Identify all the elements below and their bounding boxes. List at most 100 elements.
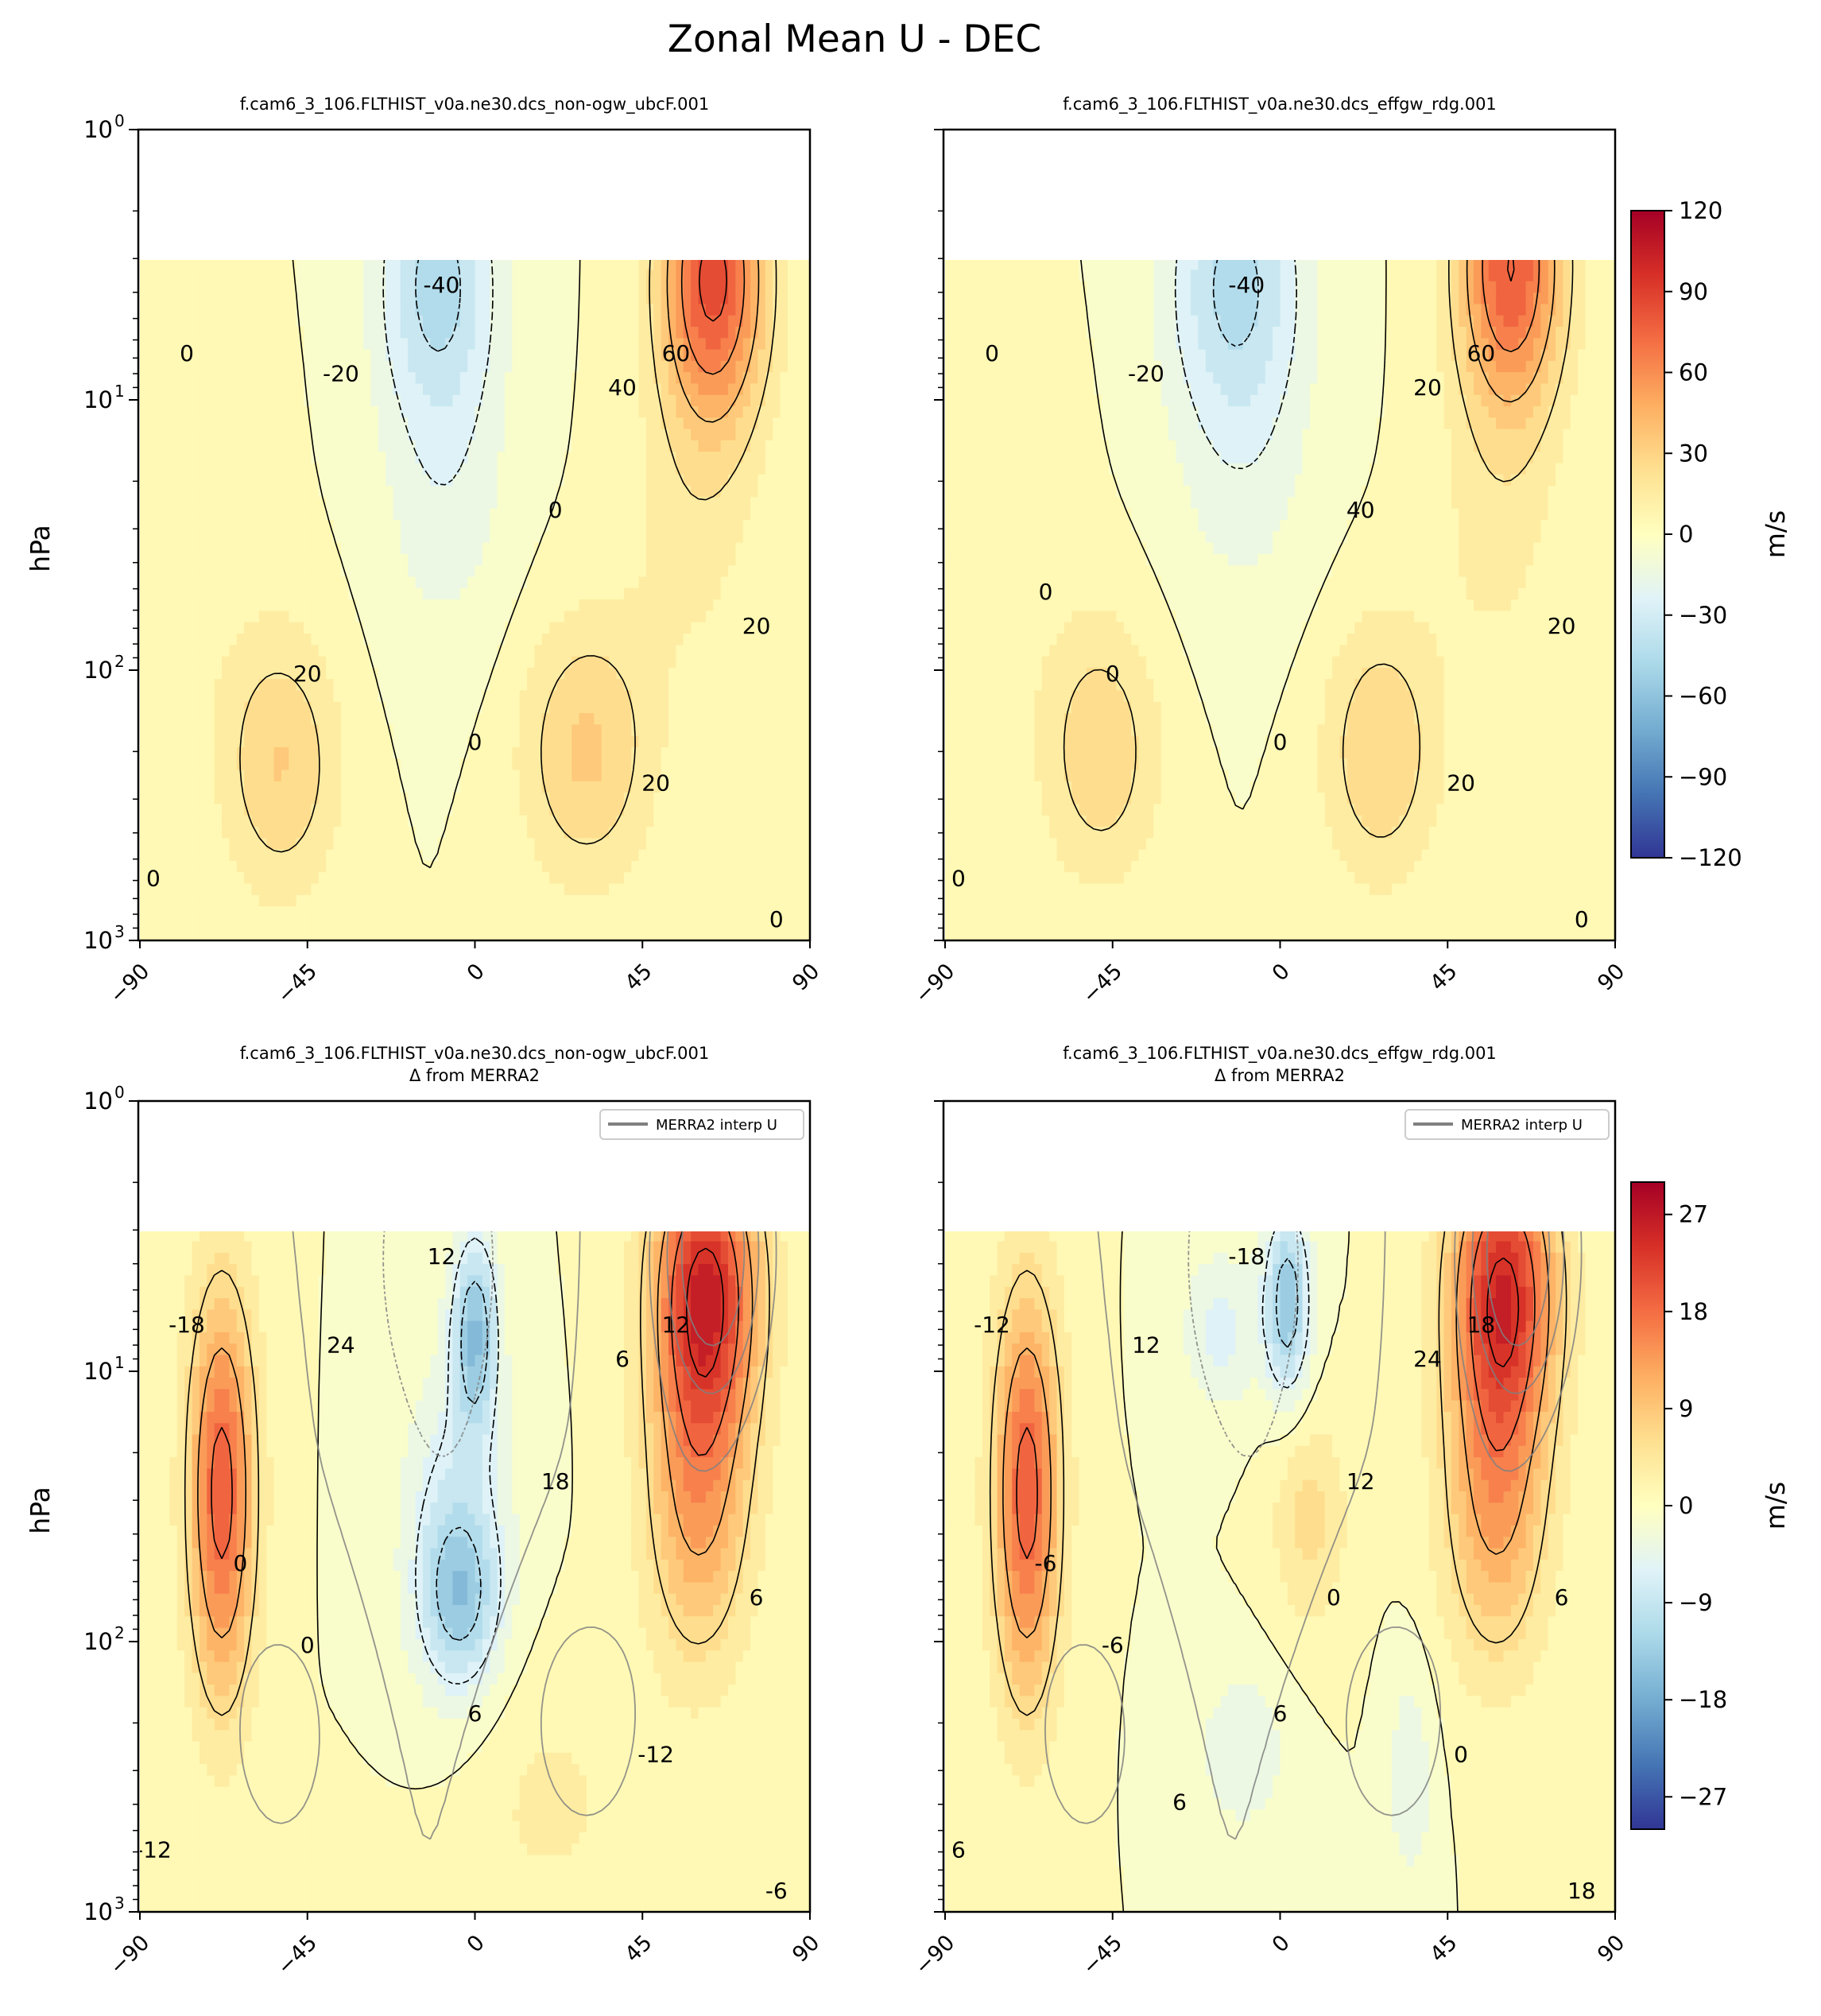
field-cell xyxy=(594,758,602,771)
field-cell xyxy=(162,497,171,510)
field-cell xyxy=(683,497,692,510)
field-cell xyxy=(430,269,439,282)
field-cell xyxy=(780,417,788,430)
field-cell xyxy=(184,327,193,339)
field-cell xyxy=(645,679,655,692)
field-cell xyxy=(780,804,788,816)
field-cell xyxy=(333,474,342,487)
field-cell xyxy=(281,372,290,385)
field-cell xyxy=(609,281,618,293)
field-cell xyxy=(735,542,744,555)
field-cell xyxy=(192,542,200,555)
field-cell xyxy=(504,281,513,293)
field-cell xyxy=(742,838,751,851)
field-cell xyxy=(683,679,692,692)
field-cell xyxy=(229,497,238,510)
field-cell xyxy=(408,634,417,646)
field-cell xyxy=(541,599,550,612)
field-cell xyxy=(184,463,193,475)
field-cell xyxy=(258,746,268,760)
field-cell xyxy=(691,269,699,282)
field-cell xyxy=(355,656,364,669)
field-cell xyxy=(222,849,231,862)
field-cell xyxy=(363,497,372,510)
field-cell xyxy=(750,428,759,441)
field-cell xyxy=(251,690,260,703)
field-cell xyxy=(475,565,483,578)
field-cell xyxy=(266,474,275,487)
field-cell xyxy=(661,793,669,805)
field-cell xyxy=(705,553,715,567)
field-cell xyxy=(601,701,610,714)
field-cell xyxy=(482,735,491,748)
field-cell xyxy=(720,838,729,851)
field-cell xyxy=(742,542,751,555)
field-cell xyxy=(258,724,268,737)
field-cell xyxy=(393,746,401,760)
field-cell xyxy=(452,531,461,544)
field-cell xyxy=(579,452,587,464)
field-cell xyxy=(244,872,253,885)
field-cell xyxy=(184,883,193,896)
field-cell xyxy=(445,746,454,760)
field-cell xyxy=(452,440,461,453)
field-cell xyxy=(534,781,543,793)
field-cell xyxy=(326,634,335,646)
field-cell xyxy=(445,793,454,805)
field-cell xyxy=(683,690,692,703)
field-cell xyxy=(727,394,737,407)
field-cell xyxy=(720,269,729,282)
field-cell xyxy=(326,508,335,521)
field-cell xyxy=(713,770,722,782)
field-cell xyxy=(393,690,401,703)
field-cell xyxy=(735,338,744,351)
field-cell xyxy=(281,793,290,805)
field-cell xyxy=(587,531,595,544)
field-cell xyxy=(631,872,640,885)
field-cell xyxy=(415,360,424,373)
field-cell xyxy=(504,645,513,657)
field-cell xyxy=(475,463,483,475)
field-cell xyxy=(519,611,528,623)
field-cell xyxy=(169,508,178,521)
field-cell xyxy=(564,645,573,657)
field-cell xyxy=(452,713,461,726)
field-cell xyxy=(311,656,320,669)
field-cell xyxy=(579,576,587,589)
field-cell xyxy=(289,622,297,634)
field-cell xyxy=(587,793,595,805)
field-cell xyxy=(348,474,357,487)
field-cell xyxy=(735,599,744,612)
field-cell xyxy=(281,531,290,544)
field-cell xyxy=(207,634,215,646)
field-cell xyxy=(214,667,223,680)
field-cell xyxy=(556,440,565,453)
field-cell xyxy=(609,645,618,657)
field-cell xyxy=(720,440,729,453)
field-cell xyxy=(147,508,156,521)
field-cell xyxy=(564,770,573,782)
field-cell xyxy=(199,849,208,862)
field-cell xyxy=(534,838,543,851)
field-cell xyxy=(311,804,320,816)
field-cell xyxy=(705,793,715,805)
field-cell xyxy=(691,372,699,385)
field-cell xyxy=(765,281,773,293)
field-cell xyxy=(519,260,528,271)
field-cell xyxy=(348,304,357,316)
field-cell xyxy=(490,406,498,419)
field-cell xyxy=(273,520,282,533)
field-cell xyxy=(244,849,253,862)
field-cell xyxy=(289,304,297,316)
field-cell xyxy=(333,565,342,578)
field-cell xyxy=(705,735,715,748)
field-cell xyxy=(437,645,446,657)
field-cell xyxy=(229,781,238,793)
field-cell xyxy=(386,553,394,567)
field-cell xyxy=(281,770,290,782)
field-cell xyxy=(527,758,536,771)
field-cell xyxy=(683,452,692,464)
field-cell xyxy=(727,724,737,737)
field-cell xyxy=(452,576,461,589)
field-cell xyxy=(534,542,543,555)
